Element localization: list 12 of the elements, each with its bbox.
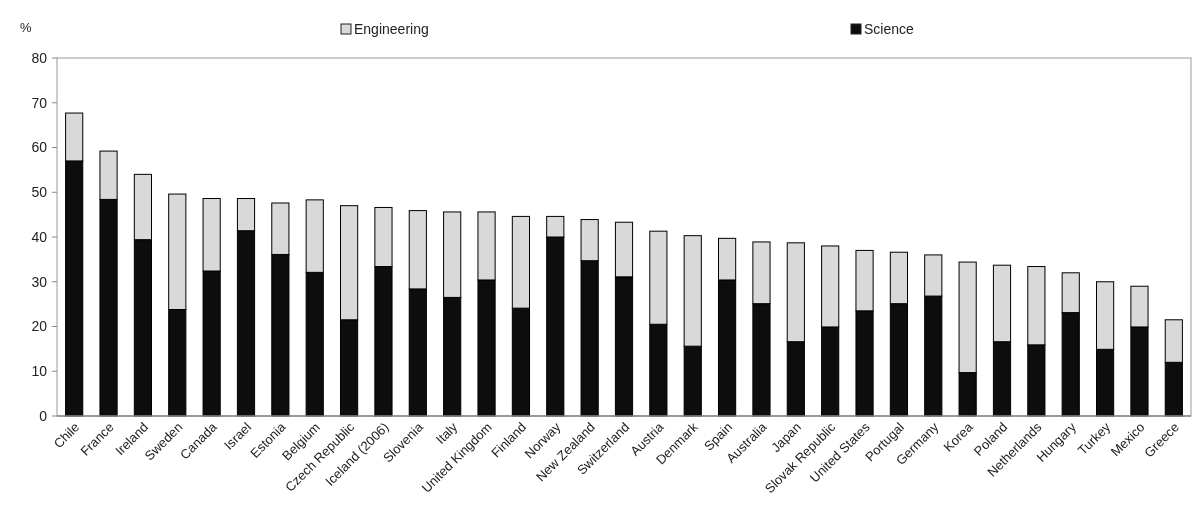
y-axis-title: % xyxy=(20,20,32,35)
y-tick-label: 50 xyxy=(31,184,48,201)
y-tick-label: 20 xyxy=(31,318,48,335)
y-tick-label: 10 xyxy=(31,363,48,380)
y-tick-label: 40 xyxy=(31,228,48,245)
legend-label: Science xyxy=(864,21,915,37)
y-tick-label: 30 xyxy=(31,273,48,290)
y-tick-label: 80 xyxy=(31,49,48,66)
y-tick-label: 0 xyxy=(39,407,48,424)
y-tick-label: 60 xyxy=(31,139,48,156)
legend-label: Engineering xyxy=(354,21,429,37)
y-tick-label: 70 xyxy=(31,94,48,111)
